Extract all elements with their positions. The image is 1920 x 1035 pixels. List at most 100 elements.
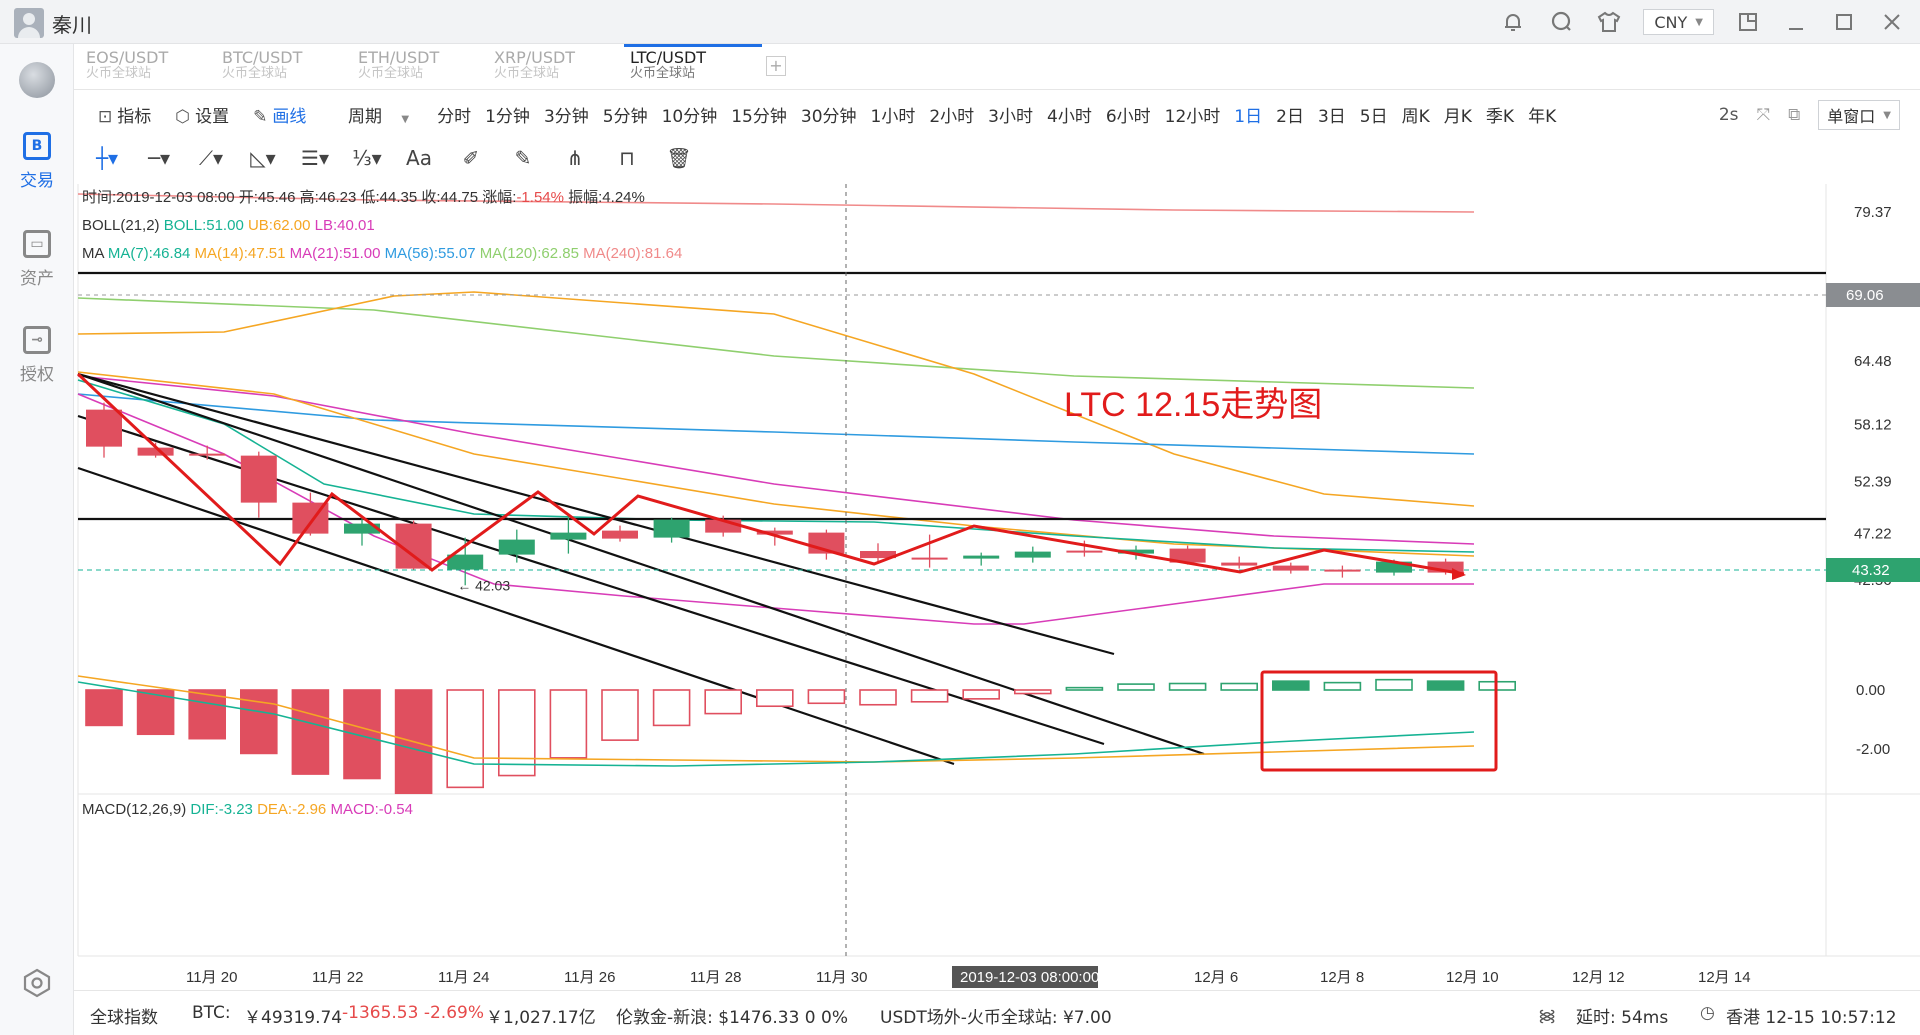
tab-exchange: 火币全球站 <box>494 66 560 81</box>
period-15min[interactable]: 15分钟 <box>731 107 787 127</box>
trend-line-tool-icon[interactable]: ⟋▾ <box>198 146 224 170</box>
dif-line <box>77 681 1475 767</box>
add-tab-button[interactable]: + <box>766 56 786 76</box>
macd-bar <box>1323 681 1362 691</box>
macd-bar <box>1168 682 1207 691</box>
period-week[interactable]: 周K <box>1401 107 1430 127</box>
angle-tool-icon[interactable]: ◺▾ <box>250 146 276 170</box>
bell-icon[interactable] <box>1499 8 1527 36</box>
period-3min[interactable]: 3分钟 <box>543 107 589 127</box>
sidebar-item-trade[interactable]: B 交易 <box>0 132 74 191</box>
macd-bar <box>755 689 794 708</box>
period-3d[interactable]: 3日 <box>1317 107 1346 127</box>
period-dropdown[interactable]: 周期 ▼ <box>348 102 423 127</box>
period-5min[interactable]: 5分钟 <box>602 107 648 127</box>
macd-bar <box>1426 680 1465 691</box>
period-1d[interactable]: 1日 <box>1234 107 1263 127</box>
window-mode-select[interactable]: 单窗口 ▼ <box>1818 100 1900 130</box>
crosshair-tool-icon[interactable]: ┼▾ <box>95 146 119 170</box>
wifi-icon: ᯼ <box>1538 1006 1557 1026</box>
horizontal-line-tool-icon[interactable]: ─▾ <box>147 146 171 170</box>
period-2d[interactable]: 2日 <box>1276 107 1304 127</box>
tab-btc-usdt[interactable]: BTC/USDT 火币全球站 <box>222 50 352 82</box>
trash-icon[interactable]: 🗑 <box>666 146 692 170</box>
macd-bar <box>601 689 639 741</box>
candle-body <box>1014 551 1051 558</box>
period-3h[interactable]: 3小时 <box>988 107 1033 127</box>
draw-button[interactable]: ✎ 画线 <box>253 102 306 127</box>
candle-body <box>860 551 896 559</box>
measure-tool-icon[interactable]: ✎ <box>514 146 532 170</box>
period-4h[interactable]: 4小时 <box>1047 107 1092 127</box>
parallel-lines-tool-icon[interactable]: ☰▾ <box>301 146 329 170</box>
boll-info: BOLL(21,2) BOLL:51.00 UB:62.00 LB:40.01 <box>82 217 375 234</box>
period-fenshi[interactable]: 分时 <box>437 107 472 127</box>
shirt-icon[interactable] <box>1595 8 1623 36</box>
brush-tool-icon[interactable]: ✐ <box>462 146 480 170</box>
chart-toolbar: ⊡ 指标 ⬡ 设置 ✎ 画线 周期 ▼ 分时 1分钟 3分钟 5分钟 10分钟 15分… <box>74 90 1920 136</box>
status-bar: 全球指数 BTC: ￥49319.74 -1365.53 -2.69% ￥1,0… <box>74 990 1920 1035</box>
indicator-value: UB:62.00 <box>244 217 311 234</box>
currency-select[interactable]: CNY ▼ <box>1643 9 1714 35</box>
fullscreen-icon[interactable]: ⤧ <box>1756 105 1771 125</box>
close-icon[interactable] <box>1878 8 1906 36</box>
maximize-icon[interactable] <box>1830 8 1858 36</box>
refresh-interval[interactable]: 2s <box>1718 105 1739 125</box>
detach-icon[interactable]: ⧉ <box>1788 105 1801 125</box>
period-quarter[interactable]: 季K <box>1485 107 1515 127</box>
tab-ltc-usdt[interactable]: LTC/USDT 火币全球站 <box>624 44 762 82</box>
period-12h[interactable]: 12小时 <box>1164 107 1221 127</box>
gold-price: 伦敦金-新浪: $1476.33 0 0% <box>616 1008 848 1028</box>
indicator-value: LB:40.01 <box>311 217 375 234</box>
candle-body <box>1376 561 1412 573</box>
kline-chart[interactable]: ← 42.03 79.3771.5464.4858.1252.3947.2242… <box>74 184 1920 990</box>
candle-body <box>550 532 587 540</box>
latency: 延时: 54ms <box>1576 1008 1669 1028</box>
tab-xrp-usdt[interactable]: XRP/USDT 火币全球站 <box>494 50 624 82</box>
settings-hexagon-icon[interactable] <box>22 968 52 998</box>
period-1h[interactable]: 1小时 <box>870 107 916 127</box>
tab-eos-usdt[interactable]: EOS/USDT 火币全球站 <box>86 50 216 82</box>
user-info[interactable]: 秦川 <box>14 8 92 38</box>
zigzag-line <box>76 372 1465 576</box>
sidebar-item-assets[interactable]: ▭ 资产 <box>0 230 74 289</box>
macd-bar <box>1272 680 1310 691</box>
period-10min[interactable]: 10分钟 <box>661 107 718 127</box>
period-selector: 周期 ▼ 分时 1分钟 3分钟 5分钟 10分钟 15分钟 30分钟 1小时 2… <box>348 102 1570 127</box>
chevron-down-icon: ▼ <box>401 114 410 125</box>
sidebar-item-authorize[interactable]: ⊸ 授权 <box>0 326 74 385</box>
candle-body <box>1272 565 1309 571</box>
zigzag-arrowhead <box>1452 568 1466 580</box>
price-tick: 52.39 <box>1854 474 1892 491</box>
period-6h[interactable]: 6小时 <box>1105 107 1151 127</box>
period-1min[interactable]: 1分钟 <box>485 107 530 127</box>
global-index-label[interactable]: 全球指数 <box>90 1008 158 1028</box>
macd-bar <box>910 689 949 703</box>
period-year[interactable]: 年K <box>1528 107 1557 127</box>
indicator-value: MACD:-0.54 <box>326 801 413 818</box>
fibonacci-tool-icon[interactable]: ⅓▾ <box>352 146 382 170</box>
period-30min[interactable]: 30分钟 <box>800 107 857 127</box>
indicator-button[interactable]: ⊡ 指标 <box>98 102 151 127</box>
settings-button[interactable]: ⬡ 设置 <box>175 102 229 127</box>
period-5d[interactable]: 5日 <box>1359 107 1388 127</box>
chevron-down-icon: ▼ <box>1695 16 1703 28</box>
avatar[interactable] <box>14 8 44 38</box>
macd-bar <box>962 689 1001 700</box>
text-tool[interactable]: Aa <box>406 146 432 170</box>
minimize-icon[interactable] <box>1782 8 1810 36</box>
lock-tool-icon[interactable]: ⊓ <box>619 146 635 170</box>
ma-curve-5 <box>77 371 1475 557</box>
magnet-tool-icon[interactable]: ⋔ <box>566 146 584 170</box>
tab-eth-usdt[interactable]: ETH/USDT 火币全球站 <box>358 50 488 82</box>
layout-icon[interactable] <box>1734 8 1762 36</box>
period-2h[interactable]: 2小时 <box>929 107 975 127</box>
highlight-box <box>1260 670 1498 772</box>
indicator-value: DEA:-2.96 <box>253 801 326 818</box>
period-month[interactable]: 月K <box>1443 107 1472 127</box>
sidebar: B 交易 ▭ 资产 ⊸ 授权 <box>0 44 74 1035</box>
chat-icon[interactable] <box>1547 8 1575 36</box>
key-icon: ⊸ <box>23 326 51 354</box>
candle-body <box>1066 550 1103 553</box>
time-tick: 12月 10 <box>1446 969 1499 986</box>
